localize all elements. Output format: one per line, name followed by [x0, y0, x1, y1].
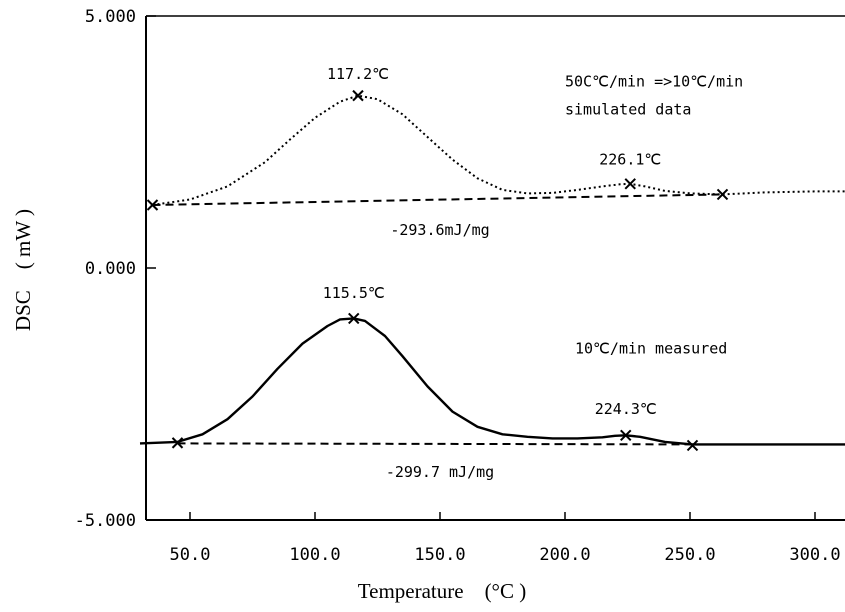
point-marker [620, 429, 632, 442]
y-tick-label: 5.000 [85, 7, 136, 27]
x-tick-label: 100.0 [289, 545, 340, 565]
y-tick-label: -5.000 [75, 511, 136, 531]
series-line-dashed [152, 193, 723, 206]
series-line-dashed [177, 442, 693, 446]
x-axis-title: Temperature (°C ) [358, 579, 526, 603]
annotation-label: -293.6mJ/mg [390, 221, 489, 239]
annotations-layer: 117.2℃ 50C℃/min =>10℃/min simulated data 22… [323, 65, 743, 481]
point-marker [146, 199, 159, 211]
annotation-label: -299.7 mJ/mg [386, 463, 494, 481]
markers-layer [146, 89, 729, 452]
point-marker [352, 89, 364, 102]
series-layer [139, 94, 845, 446]
y-axis-title: DSC ( mW ) [11, 209, 35, 331]
point-marker [686, 439, 699, 452]
series-line-dotted [152, 94, 845, 206]
series-line-solid [139, 317, 845, 446]
point-marker [716, 188, 729, 201]
point-marker [348, 312, 360, 325]
x-tick-label: 150.0 [414, 545, 465, 565]
point-marker [171, 437, 184, 449]
annotation-label: 50C℃/min =>10℃/min [565, 73, 743, 91]
annotation-label: 117.2℃ [327, 65, 389, 83]
annotation-label: 10℃/min measured [575, 340, 727, 358]
annotation-label: simulated data [565, 100, 691, 118]
x-tick-label: 50.0 [170, 545, 211, 565]
x-tick-label: 200.0 [539, 545, 590, 565]
annotation-label: 226.1℃ [599, 151, 661, 169]
annotation-label: 115.5℃ [323, 284, 385, 302]
x-tick-label: 300.0 [789, 545, 840, 565]
y-ticks: 5.000 0.000 -5.000 [75, 7, 156, 531]
y-tick-label: 0.000 [85, 259, 136, 279]
x-ticks: 50.0 100.0 150.0 200.0 250.0 300.0 [170, 512, 841, 565]
point-marker [624, 178, 636, 190]
x-tick-label: 250.0 [664, 545, 715, 565]
annotation-label: 224.3℃ [595, 400, 657, 418]
